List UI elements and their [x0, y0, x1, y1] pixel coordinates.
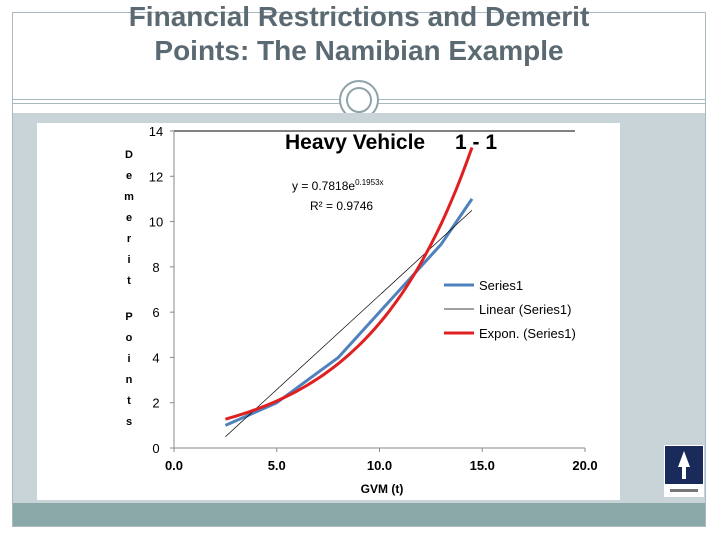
- slide-title-line2: Points: The Namibian Example: [154, 35, 564, 66]
- logo-graphic: [665, 446, 703, 492]
- chart-svg: 0 2 4 6 8 10 12 14 0.0 5.0 10.0 15.0 20.0 Heavy Vehi…: [124, 124, 598, 496]
- y-tick-label: 12: [149, 169, 163, 184]
- y-axis-label-letter: i: [127, 353, 130, 365]
- ring-ornament-inner: [346, 87, 372, 113]
- y-axis-label-letter: e: [126, 170, 132, 182]
- y-axis-label-letter: m: [124, 191, 134, 203]
- y-axis-label-letter: D: [125, 149, 133, 161]
- equation-base: y = 0.7818e: [292, 179, 355, 193]
- slide-frame: [12, 12, 706, 527]
- y-axis-label-letter: t: [127, 275, 131, 287]
- footer-bar: [13, 503, 705, 526]
- series-line-0: [224, 198, 474, 427]
- slide-title: Financial Restrictions and Demerit Point…: [12, 0, 706, 68]
- y-axis-label-letter: e: [126, 212, 132, 224]
- y-axis-label-letter: P: [125, 311, 132, 323]
- series-line-2: [224, 146, 474, 421]
- r-squared-label: R² = 0.9746: [310, 199, 373, 213]
- y-axis-label-letter: t: [127, 395, 131, 407]
- y-axis-label-letter: i: [127, 254, 130, 266]
- x-tick-label: 10.0: [367, 458, 392, 473]
- trendline-equation: y = 0.7818e0.1953x: [292, 178, 384, 193]
- y-tick-label: 0: [152, 441, 159, 456]
- legend-label-0: Series1: [479, 278, 523, 293]
- y-axis-label-letter: n: [126, 374, 133, 386]
- logo-pen-icon: [678, 451, 690, 479]
- y-tick-label: 14: [149, 124, 163, 139]
- chart-title-part2: 1 - 1: [455, 131, 497, 154]
- y-axis-label-letter: s: [126, 416, 132, 428]
- y-tick-label: 8: [152, 260, 159, 275]
- chart-area: 0 2 4 6 8 10 12 14 0.0 5.0 10.0 15.0 20.0 Heavy Vehi…: [37, 123, 620, 500]
- x-tick-label: 5.0: [268, 458, 286, 473]
- y-axis-label-letter: o: [126, 332, 133, 344]
- x-tick-label: 20.0: [572, 458, 597, 473]
- chart-title-part1: Heavy Vehicle: [285, 131, 425, 154]
- equation-exponent: 0.1953x: [355, 178, 383, 187]
- series-line-1: [225, 210, 473, 437]
- x-tick-label: 15.0: [470, 458, 495, 473]
- y-tick-label: 6: [152, 305, 159, 320]
- legend-label-1: Linear (Series1): [479, 302, 572, 317]
- slide-title-line1: Financial Restrictions and Demerit: [128, 1, 590, 32]
- y-tick-label: 10: [149, 215, 163, 230]
- footer-logo: [664, 445, 704, 497]
- x-tick-label: 0.0: [165, 458, 183, 473]
- y-axis-label-letter: r: [127, 233, 132, 245]
- legend-label-2: Expon. (Series1): [479, 326, 576, 341]
- y-tick-label: 2: [152, 396, 159, 411]
- x-axis-label: GVM (t): [361, 482, 404, 496]
- logo-caption-bar: [670, 489, 698, 492]
- y-tick-label: 4: [152, 350, 159, 365]
